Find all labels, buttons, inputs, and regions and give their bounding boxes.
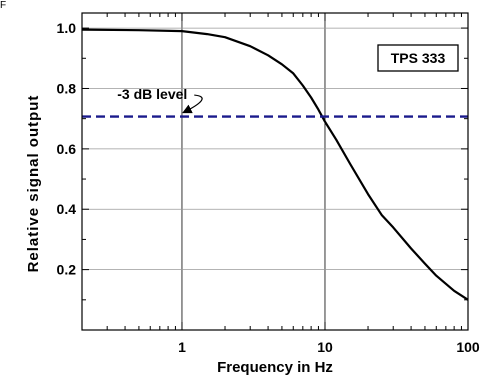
x-tick-label: 100 [456,339,480,355]
y-tick-label: 1.0 [57,20,77,36]
y-tick-label: 0.8 [57,80,77,96]
annotation-arrow [182,94,203,114]
plot-frame [81,12,469,331]
response-curve [81,28,469,301]
legend-box [377,44,459,72]
y-tick-label: 0.6 [57,141,77,157]
x-tick-label: 10 [317,339,333,355]
x-axis-label: Frequency in Hz [217,359,333,376]
annotation-text: -3 dB level [117,86,187,102]
y-tick-label: 0.2 [57,262,77,278]
axis-ticks [81,13,468,330]
annotations: -3 dB level TPS 333 [117,44,459,114]
tick-labels: 1 10 100 0.2 0.4 0.6 0.8 1.0 [57,20,480,355]
data-series [81,28,469,301]
x-tick-label: 1 [178,339,186,355]
legend-label: TPS 333 [391,50,446,66]
y-tick-label: 0.4 [57,201,77,217]
y-axis-label: Relative signal output [25,95,42,273]
corner-text: F [0,0,7,11]
